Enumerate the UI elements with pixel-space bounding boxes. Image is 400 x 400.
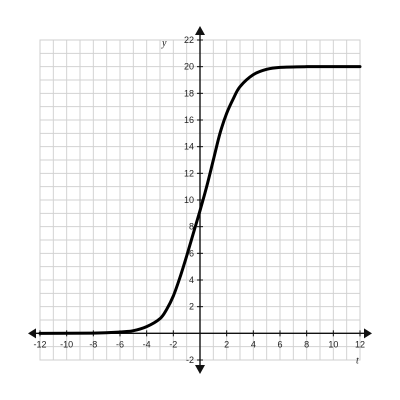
y-tick-label: 14 (184, 142, 194, 152)
y-axis-label: y (161, 38, 167, 49)
y-tick-label: 10 (184, 195, 194, 205)
y-tick-label: 18 (184, 88, 194, 98)
y-tick-label: 6 (189, 248, 194, 258)
x-tick-label: -4 (143, 339, 151, 349)
x-tick-label: -12 (33, 339, 46, 349)
y-tick-label: 4 (189, 275, 194, 285)
x-tick-label: -10 (60, 339, 73, 349)
x-tick-label: -2 (169, 339, 177, 349)
ticks: -12 -10 -8 -6 -4 -2 2 4 6 8 10 12 -2 2 4 6 8 10 12 14 16 18 20… (33, 35, 365, 365)
x-tick-label: 6 (277, 339, 282, 349)
y-tick-label: 8 (189, 222, 194, 232)
x-tick-label: 8 (304, 339, 309, 349)
x-tick-label: 4 (251, 339, 256, 349)
x-axis-arrow-right (364, 328, 372, 339)
y-axis-arrow-down (195, 365, 205, 374)
x-tick-label: 12 (355, 339, 365, 349)
x-tick-label: 2 (224, 339, 229, 349)
y-tick-label: 2 (189, 302, 194, 312)
y-axis-arrow-up (195, 26, 205, 35)
y-tick-label: 12 (184, 168, 194, 178)
x-tick-label: -8 (89, 339, 97, 349)
y-tick-label: 22 (184, 35, 194, 45)
x-axis-arrow-left (28, 328, 36, 339)
y-tick-label: 20 (184, 62, 194, 72)
x-tick-label: -6 (116, 339, 124, 349)
x-axis-label: t (356, 355, 359, 366)
y-tick-label: -2 (186, 355, 194, 365)
series (38, 65, 362, 335)
y-tick-label: 16 (184, 115, 194, 125)
series-line-0 (38, 65, 362, 335)
x-tick-label: 10 (328, 339, 338, 349)
